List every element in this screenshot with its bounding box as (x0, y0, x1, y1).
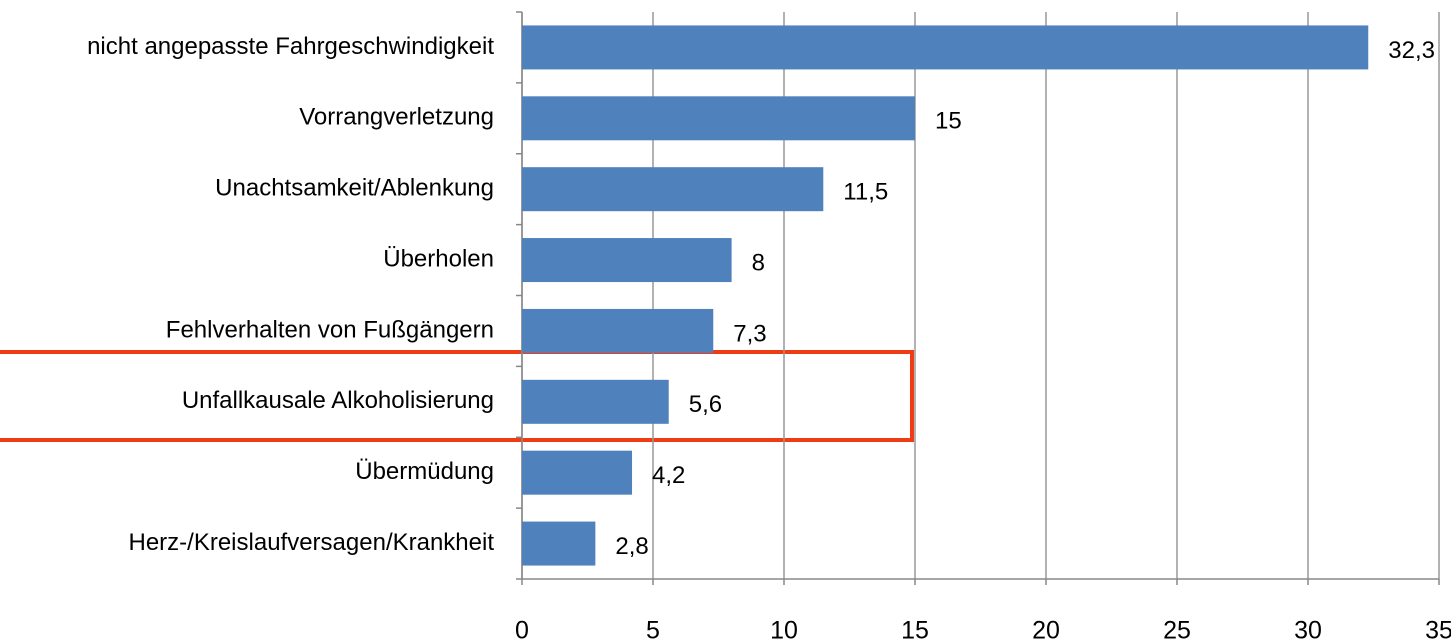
category-label: Übermüdung (355, 458, 494, 485)
x-tick-label: 5 (646, 617, 660, 644)
category-label: Herz-/Kreislaufversagen/Krankheit (129, 529, 495, 556)
category-label: Überholen (383, 245, 494, 272)
category-label: Unachtsamkeit/Ablenkung (215, 175, 494, 202)
value-label: 32,3 (1388, 37, 1435, 64)
x-tick-label: 35 (1425, 617, 1451, 644)
x-tick-label: 0 (515, 617, 529, 644)
x-tick-label: 30 (1294, 617, 1322, 644)
bar (522, 96, 915, 141)
x-tick-label: 10 (770, 617, 798, 644)
bar (522, 521, 596, 566)
value-label: 15 (935, 108, 962, 135)
bar (522, 25, 1369, 70)
category-label: Vorrangverletzung (299, 104, 494, 131)
bar (522, 308, 714, 353)
value-label: 7,3 (733, 320, 766, 347)
category-label: Unfallkausale Alkoholisierung (182, 387, 494, 414)
bar (522, 450, 633, 495)
x-tick-label: 25 (1163, 617, 1191, 644)
highlight-box (0, 350, 914, 442)
value-label: 4,2 (652, 462, 685, 489)
x-tick-label: 15 (901, 617, 929, 644)
bar (522, 167, 824, 212)
bar (522, 379, 669, 424)
category-label: Fehlverhalten von Fußgängern (166, 316, 494, 343)
x-tick-label: 20 (1032, 617, 1060, 644)
value-label: 5,6 (689, 391, 722, 418)
value-label: 11,5 (843, 179, 888, 206)
category-label: nicht angepasste Fahrgeschwindigkeit (87, 33, 494, 60)
bar (522, 238, 732, 283)
value-label: 8 (752, 249, 765, 276)
value-label: 2,8 (615, 533, 648, 560)
